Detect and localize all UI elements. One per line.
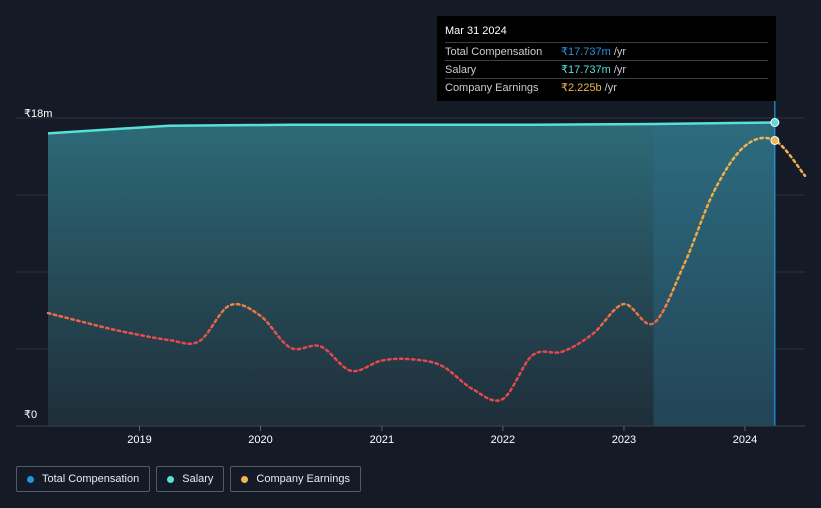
x-tick-label: 2019 xyxy=(127,434,151,446)
y-tick-label: ₹0 xyxy=(24,409,37,421)
y-tick-label: ₹18m xyxy=(24,108,52,120)
compensation-area xyxy=(48,100,776,426)
markers xyxy=(770,118,780,145)
legend: Total Compensation Salary Company Earnin… xyxy=(16,466,361,492)
earnings-marker xyxy=(770,135,780,145)
total-compensation-area xyxy=(48,122,775,426)
salary-line xyxy=(47,121,775,135)
x-tick-label: 2020 xyxy=(248,434,272,446)
tooltip-label: Total Compensation xyxy=(445,45,543,58)
tooltip-value: ₹17.737m xyxy=(561,46,611,58)
legend-label: Total Compensation xyxy=(42,473,140,485)
salary-marker xyxy=(770,118,780,128)
legend-item-total-compensation[interactable]: Total Compensation xyxy=(16,466,151,492)
tooltip-value: ₹17.737m xyxy=(561,64,611,76)
legend-item-company-earnings[interactable]: Company Earnings xyxy=(230,466,361,492)
x-tick-label: 2021 xyxy=(370,434,394,446)
series-lines xyxy=(46,121,807,402)
tooltip-row-total-compensation: Total Compensation ₹17.737m /yr xyxy=(445,42,768,60)
legend-label: Company Earnings xyxy=(256,473,350,485)
legend-item-salary[interactable]: Salary xyxy=(156,466,225,492)
tooltip-unit: /yr xyxy=(604,81,617,94)
tooltip-label: Salary xyxy=(445,63,477,76)
tooltip-value: ₹2.225b xyxy=(561,82,602,94)
legend-dot-icon xyxy=(241,475,249,483)
x-tick-label: 2023 xyxy=(612,434,636,446)
tooltip-row-salary: Salary ₹17.737m /yr xyxy=(445,60,768,78)
tooltip-row-company-earnings: Company Earnings ₹2.225b /yr xyxy=(445,78,768,96)
x-tick-label: 2024 xyxy=(733,434,757,446)
legend-dot-icon xyxy=(27,475,34,483)
x-tick-label: 2022 xyxy=(491,434,515,446)
highlight-band xyxy=(653,123,775,426)
axes: ₹18m ₹0 2019 2020 2021 2022 2023 2024 xyxy=(16,108,805,446)
tooltip-unit: /yr xyxy=(613,63,627,76)
tooltip-label: Company Earnings xyxy=(445,81,539,94)
tooltip-date: Mar 31 2024 xyxy=(445,25,507,37)
company-earnings-line xyxy=(46,136,807,402)
tooltip: Mar 31 2024 Total Compensation ₹17.737m … xyxy=(437,16,776,101)
legend-dot-icon xyxy=(167,475,175,483)
legend-label: Salary xyxy=(182,473,214,485)
tooltip-unit: /yr xyxy=(613,45,627,58)
